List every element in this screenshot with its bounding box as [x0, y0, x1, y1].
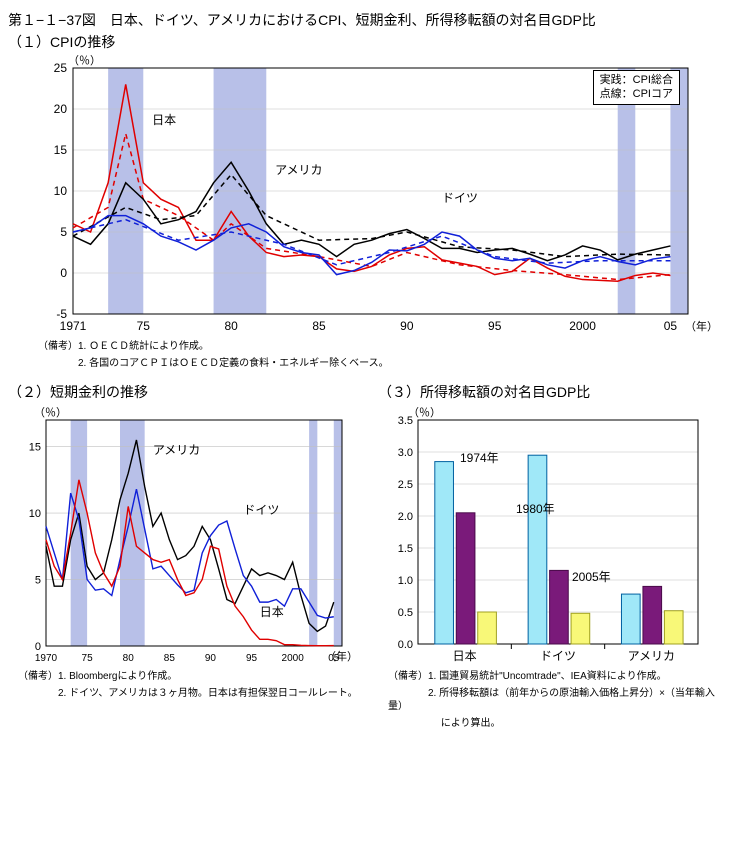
chart1-legend: 実践：CPI総合 点線：CPIコア: [593, 70, 680, 105]
chart3-note-2: 2. 所得移転額は（前年からの原油輸入価格上昇分）×（当年輸入量）: [388, 687, 726, 713]
svg-text:0.5: 0.5: [398, 607, 413, 619]
svg-text:5: 5: [60, 225, 67, 239]
chart3-note-3: により算出。: [388, 717, 726, 730]
label-1980: 1980年: [516, 500, 555, 517]
svg-text:2.0: 2.0: [398, 511, 413, 523]
svg-text:90: 90: [205, 653, 217, 664]
svg-text:95: 95: [488, 319, 502, 333]
chart3-unit: （％）: [408, 404, 441, 420]
svg-text:0: 0: [60, 266, 67, 280]
chart2-unit: （％）: [34, 404, 67, 420]
page-title: 第１−１−37図 日本、ドイツ、アメリカにおけるCPI、短期金利、所得移転額の対…: [8, 10, 726, 30]
svg-text:0: 0: [35, 641, 41, 653]
label-usa: アメリカ: [275, 161, 322, 178]
svg-text:15: 15: [54, 143, 68, 157]
chart-cpi: （％） -5051015202519717580859095200005 （年）…: [18, 56, 718, 336]
chart-income-transfer: （％） 0.00.51.01.52.02.53.03.5日本ドイツアメリカ 19…: [378, 406, 708, 666]
svg-text:15: 15: [29, 442, 41, 454]
svg-text:1971: 1971: [60, 319, 87, 333]
chart2-note-1: （備考）1. Bloombergにより作成。: [18, 670, 366, 683]
svg-text:日本: 日本: [453, 649, 477, 663]
subtitle-2: （２）短期金利の推移: [8, 382, 366, 402]
svg-text:10: 10: [29, 508, 41, 520]
subtitle-1: （１）CPIの推移: [8, 32, 726, 52]
label-1974: 1974年: [460, 449, 499, 466]
chart2-note-2: 2. ドイツ、アメリカは３ヶ月物。日本は有担保翌日コールレート。: [18, 687, 366, 700]
chart-short-rate: （％） 05101519707580859095200005 （年） アメリカ …: [8, 406, 358, 666]
chart2-x-suffix: （年）: [325, 648, 358, 664]
svg-text:20: 20: [54, 102, 68, 116]
svg-text:2.5: 2.5: [398, 479, 413, 491]
svg-text:85: 85: [164, 653, 176, 664]
svg-text:80: 80: [224, 319, 238, 333]
svg-text:85: 85: [312, 319, 326, 333]
svg-text:ドイツ: ドイツ: [540, 649, 576, 663]
svg-text:80: 80: [123, 653, 135, 664]
svg-text:5: 5: [35, 575, 41, 587]
svg-text:95: 95: [246, 653, 258, 664]
label-germany: ドイツ: [442, 189, 478, 206]
label-usa-2: アメリカ: [153, 441, 200, 458]
svg-text:05: 05: [664, 319, 678, 333]
chart1-note-1: （備考）1. ＯＥＣＤ統計により作成。: [38, 340, 726, 353]
chart1-unit: （％）: [68, 52, 101, 68]
svg-text:2000: 2000: [569, 319, 596, 333]
chart1-x-suffix: （年）: [685, 318, 718, 334]
svg-text:3.0: 3.0: [398, 447, 413, 459]
svg-text:90: 90: [400, 319, 414, 333]
svg-text:1.0: 1.0: [398, 575, 413, 587]
label-japan: 日本: [152, 111, 176, 128]
svg-text:0.0: 0.0: [398, 639, 413, 651]
svg-text:1.5: 1.5: [398, 543, 413, 555]
legend-line-2: 点線：CPIコア: [600, 87, 673, 101]
svg-text:アメリカ: アメリカ: [628, 649, 675, 663]
svg-text:75: 75: [137, 319, 151, 333]
chart3-note-1: （備考）1. 国連貿易統計"Uncomtrade"、IEA資料により作成。: [388, 670, 726, 683]
label-germany-2: ドイツ: [243, 501, 279, 518]
label-2005: 2005年: [572, 568, 611, 585]
svg-text:2000: 2000: [282, 653, 305, 664]
svg-text:10: 10: [54, 184, 68, 198]
svg-text:25: 25: [54, 61, 68, 75]
svg-text:75: 75: [82, 653, 94, 664]
label-japan-2: 日本: [260, 603, 284, 620]
svg-text:1970: 1970: [35, 653, 58, 664]
subtitle-3: （３）所得移転額の対名目GDP比: [378, 382, 726, 402]
legend-line-1: 実践：CPI総合: [600, 73, 673, 87]
chart1-note-2: 2. 各国のコアＣＰＩはＯＥＣＤ定義の食料・エネルギー除くベース。: [38, 357, 726, 370]
